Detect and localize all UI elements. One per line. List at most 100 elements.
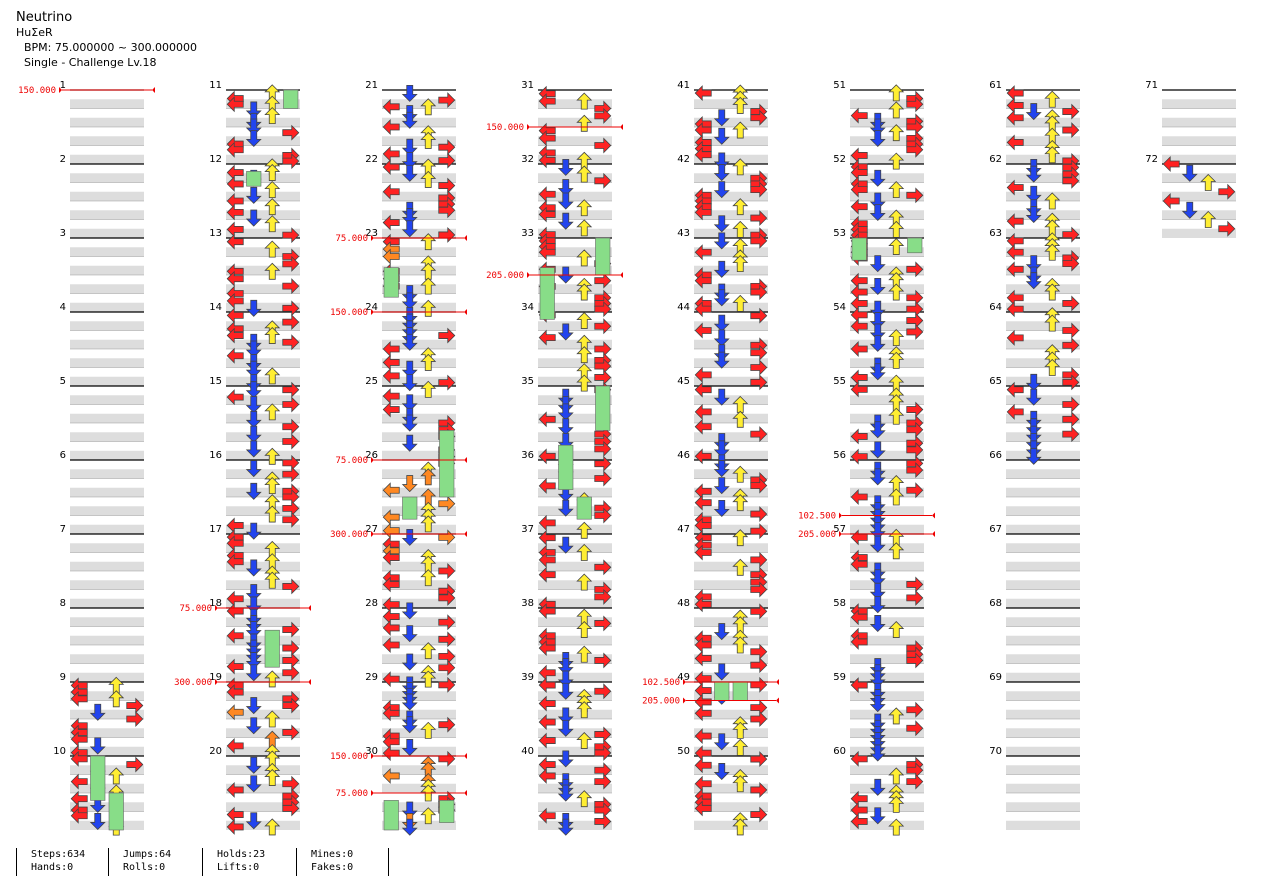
note-arrow — [282, 396, 300, 413]
note-arrow — [906, 323, 924, 340]
stats-end-divider — [388, 848, 389, 876]
beat-band — [382, 802, 456, 812]
measure-number: 70 — [989, 746, 1002, 757]
note-arrow — [382, 482, 400, 499]
note-arrow — [732, 775, 749, 793]
note-arrow — [888, 283, 905, 301]
measure-number: 65 — [989, 376, 1002, 387]
note-arrow — [850, 181, 868, 198]
note-arrow — [594, 559, 612, 576]
beat-band — [538, 284, 612, 294]
beat-band — [1006, 728, 1080, 738]
beat-band — [1162, 191, 1236, 201]
note-arrow — [264, 262, 281, 280]
beat-band — [850, 672, 924, 682]
measure-number: 21 — [365, 80, 378, 91]
note-arrow — [869, 569, 886, 587]
note-arrow — [226, 781, 244, 798]
measure-number: 7 — [60, 524, 66, 535]
note-arrow — [713, 663, 730, 681]
beat-band — [850, 728, 924, 738]
note-arrow — [382, 98, 400, 115]
beat-band — [382, 99, 456, 109]
measure-number: 60 — [833, 746, 846, 757]
beat-band — [70, 561, 144, 571]
note-arrow — [732, 738, 749, 756]
note-arrow — [732, 255, 749, 273]
note-arrow — [282, 314, 300, 331]
note-arrow — [1044, 90, 1061, 108]
beat-band — [850, 746, 924, 756]
note-arrow — [538, 714, 556, 731]
beat-band — [1006, 210, 1080, 220]
note-arrow — [694, 366, 712, 383]
beat-band — [694, 136, 768, 146]
note-arrow — [438, 659, 456, 676]
beat-band — [1162, 228, 1236, 238]
note-arrow — [906, 652, 924, 669]
beat-band — [382, 617, 456, 627]
beat-band — [1162, 117, 1236, 127]
note-arrow — [382, 671, 400, 688]
measure-number: 23 — [365, 228, 378, 239]
hold-note — [595, 237, 611, 276]
beat-band — [850, 580, 924, 590]
beat-band — [694, 247, 768, 257]
note-arrow — [226, 204, 244, 221]
beat-band — [694, 395, 768, 405]
note-arrow — [576, 573, 593, 591]
note-arrow — [401, 374, 418, 392]
note-arrow — [245, 460, 262, 478]
note-arrow — [538, 603, 556, 620]
note-arrow — [713, 351, 730, 369]
measure-number: 38 — [521, 598, 534, 609]
beat-band — [850, 524, 924, 534]
bpm-marker-right — [464, 753, 467, 759]
note-arrow — [438, 152, 456, 169]
note-arrow — [869, 807, 886, 825]
note-arrow — [750, 181, 768, 198]
note-arrow — [906, 720, 924, 737]
note-arrow — [538, 448, 556, 465]
note-arrow — [869, 363, 886, 381]
note-arrow — [594, 318, 612, 335]
measure-number: 11 — [209, 80, 222, 91]
note-arrow — [420, 98, 437, 116]
beat-band — [1006, 413, 1080, 423]
note-arrow — [694, 448, 712, 465]
note-arrow — [732, 818, 749, 836]
beat-band — [694, 654, 768, 664]
note-arrow — [750, 551, 768, 568]
note-arrow — [850, 677, 868, 694]
beat-band — [70, 746, 144, 756]
beat-band — [1006, 99, 1080, 109]
note-arrow — [888, 124, 905, 142]
note-arrow — [382, 183, 400, 200]
beat-band — [70, 506, 144, 516]
beat-band — [382, 117, 456, 127]
note-arrow — [226, 270, 244, 287]
beat-band — [226, 395, 300, 405]
beat-band — [226, 543, 300, 553]
note-arrow — [694, 728, 712, 745]
beat-band — [1006, 709, 1080, 719]
note-arrow — [869, 169, 886, 187]
bpm-change-label: 102.500 — [642, 678, 680, 688]
beat-band — [1006, 284, 1080, 294]
beat-band — [694, 728, 768, 738]
note-arrow — [538, 130, 556, 147]
beat-band — [382, 506, 456, 516]
note-arrow — [732, 721, 749, 739]
beat-band — [70, 469, 144, 479]
bpm-change-label: 102.500 — [798, 512, 836, 522]
note-arrow — [1006, 213, 1024, 230]
beat-band — [70, 376, 144, 386]
note-arrow — [1006, 134, 1024, 151]
note-arrow — [401, 653, 418, 671]
beat-band — [382, 524, 456, 534]
note-arrow — [869, 312, 886, 330]
measure-number: 5 — [60, 376, 66, 387]
note-arrow — [245, 596, 262, 614]
note-arrow — [888, 767, 905, 785]
note-arrow — [594, 773, 612, 790]
